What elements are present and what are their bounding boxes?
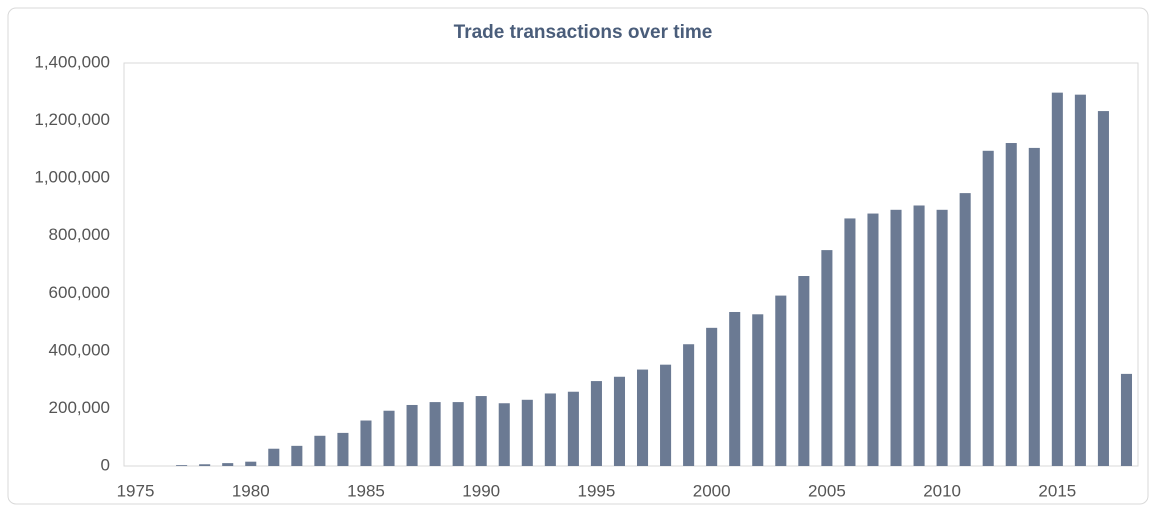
bar <box>683 344 695 466</box>
bar <box>383 410 395 466</box>
bar <box>245 461 257 466</box>
x-tick-label: 2015 <box>1038 481 1076 500</box>
bar <box>429 402 441 466</box>
bar <box>268 448 280 466</box>
bar <box>406 404 418 466</box>
bar <box>1074 94 1086 467</box>
bar <box>613 376 626 466</box>
y-tick-label: 1,200,000 <box>34 110 110 129</box>
plot-frame <box>123 62 1139 467</box>
y-tick-label: 0 <box>101 455 110 474</box>
bar <box>890 209 902 467</box>
y-tick-label: 800,000 <box>49 225 110 244</box>
bar <box>1097 111 1109 466</box>
x-tick-label: 1975 <box>117 481 155 500</box>
bar <box>498 403 510 466</box>
bar <box>982 150 994 466</box>
chart-title: Trade transactions over time <box>454 22 713 43</box>
x-tick-label: 1980 <box>232 481 270 500</box>
bar <box>660 364 672 466</box>
bar <box>1028 147 1040 467</box>
bar <box>567 391 579 466</box>
bar <box>314 435 326 466</box>
bar <box>706 327 718 466</box>
bar <box>222 463 234 466</box>
x-tick-label: 2000 <box>693 481 731 500</box>
bar <box>729 311 741 466</box>
bar <box>475 396 487 466</box>
bar <box>867 213 879 466</box>
y-tick-label: 200,000 <box>49 398 110 417</box>
bar <box>176 465 188 466</box>
bar <box>360 420 372 466</box>
y-tick-label: 400,000 <box>49 340 110 359</box>
bar <box>199 464 211 466</box>
chart-frame <box>7 7 1149 505</box>
bar <box>752 314 764 466</box>
bar <box>936 209 948 467</box>
y-tick-label: 600,000 <box>49 283 110 302</box>
bar <box>521 399 533 466</box>
x-tick-label: 2005 <box>808 481 846 500</box>
bar <box>821 250 833 466</box>
x-tick-label: 2010 <box>923 481 961 500</box>
bar <box>913 205 925 466</box>
bar <box>844 218 856 466</box>
bar <box>775 295 787 466</box>
bar <box>636 369 649 466</box>
bar <box>544 393 556 466</box>
x-tick-label: 1990 <box>462 481 500 500</box>
bar <box>798 276 810 466</box>
bar <box>337 432 349 466</box>
x-tick-label: 1995 <box>578 481 616 500</box>
bar <box>291 445 303 466</box>
x-tick-label: 1985 <box>347 481 385 500</box>
bar <box>1120 373 1133 466</box>
y-tick-label: 1,000,000 <box>34 168 110 187</box>
y-tick-label: 1,400,000 <box>34 52 110 71</box>
bar <box>959 193 971 466</box>
bar <box>1051 92 1063 466</box>
bar <box>452 402 464 466</box>
bar <box>590 381 602 466</box>
bar <box>1005 143 1017 466</box>
